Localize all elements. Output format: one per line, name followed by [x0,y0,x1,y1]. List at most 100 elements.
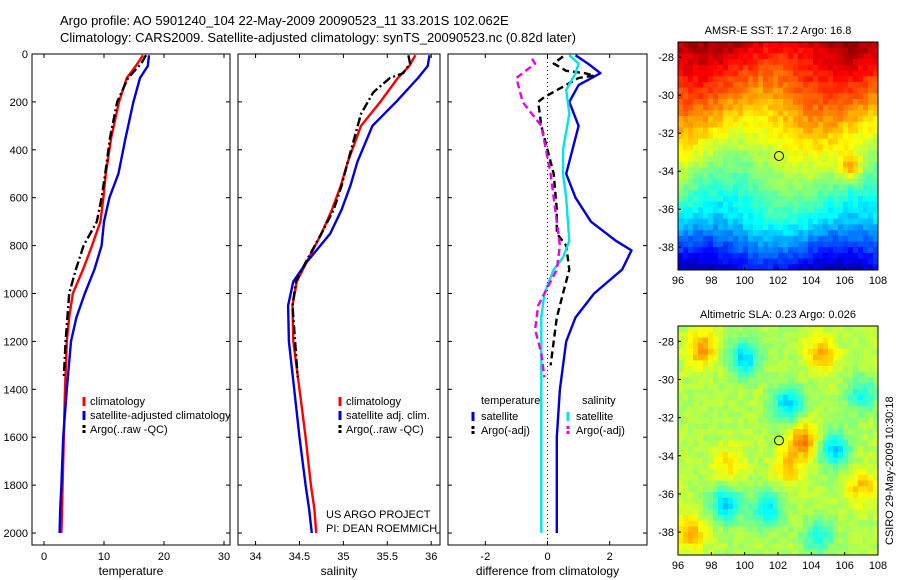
heatmap-cell [788,144,794,151]
heatmap-cell [728,326,734,333]
heatmap-cell [848,264,854,271]
heatmap-cell [683,76,689,83]
heatmap-cell [728,423,734,430]
heatmap-cell [858,156,864,163]
heatmap-cell [873,116,879,123]
heatmap-cell [843,144,849,151]
heatmap-cell [763,133,769,140]
heatmap-cell [693,178,699,185]
heatmap-cell [743,235,749,242]
heatmap-cell [683,423,689,430]
heatmap-cell [863,59,869,66]
heatmap-cell [803,417,809,424]
heatmap-cell [838,99,844,106]
heatmap-cell [873,474,879,481]
heatmap-cell [833,144,839,151]
x-tick-label: 98 [705,560,717,572]
heatmap-cell [828,201,834,208]
heatmap-cell [758,133,764,140]
heatmap-cell [688,264,694,271]
heatmap-cell [683,230,689,237]
heatmap-cell [768,331,774,338]
heatmap-cell [693,230,699,237]
heatmap-cell [758,532,764,539]
heatmap-cell [868,549,874,556]
heatmap-cell [818,156,824,163]
heatmap-cells [678,326,879,556]
heatmap-cell [778,161,784,168]
heatmap-cell [818,497,824,504]
heatmap-cell [863,520,869,527]
heatmap-cell [683,218,689,225]
heatmap-cell [743,201,749,208]
heatmap-cell [873,520,879,527]
heatmap-cell [703,480,709,487]
series-line-argo-raw-qc [291,54,412,378]
heatmap-cell [808,377,814,384]
heatmap-cell [803,451,809,459]
heatmap-cell [703,463,709,470]
heatmap-cell [763,138,769,145]
heatmap-cell [863,195,869,202]
heatmap-cell [823,492,829,499]
heatmap-cell [743,241,749,248]
heatmap-cell [868,47,874,54]
heatmap-cell [738,224,744,231]
heatmap-cell [828,258,834,265]
heatmap-cell [713,423,719,430]
heatmap-cell [753,93,759,100]
heatmap-cell [858,411,864,419]
heatmap-cell [678,411,684,419]
heatmap-cell [753,195,759,202]
map-title: AMSR-E SST: 17.2 Argo: 16.8 [705,25,852,37]
heatmap-cell [733,235,739,242]
heatmap-cell [678,440,684,447]
heatmap-cell [678,486,684,493]
heatmap-cell [678,434,684,441]
heatmap-cell [858,190,864,197]
heatmap-cell [868,258,874,265]
heatmap-cell [768,133,774,140]
heatmap-cell [813,503,819,510]
heatmap-cell [808,337,814,344]
heatmap-cell [848,434,854,441]
heatmap-cell [713,156,719,163]
heatmap-cell [858,99,864,106]
heatmap-cell [758,371,764,378]
heatmap-cell [828,406,834,413]
heatmap-cell [843,241,849,248]
heatmap-cell [678,121,684,128]
heatmap-cell [863,406,869,413]
heatmap-cell [688,110,694,117]
heatmap-cell [693,532,699,539]
heatmap-cell [688,47,694,54]
heatmap-cell [838,366,844,373]
heatmap-cell [823,406,829,413]
heatmap-cell [858,104,864,111]
heatmap-cell [703,184,709,191]
heatmap-cell [758,480,764,487]
heatmap-cell [713,64,719,71]
heatmap-cell [853,532,859,539]
heatmap-cell [778,104,784,111]
heatmap-cell [858,537,864,544]
heatmap-cell [718,394,724,401]
heatmap-cell [723,549,729,556]
heatmap-cell [858,247,864,254]
heatmap-cell [813,110,819,117]
heatmap-cell [738,121,744,128]
heatmap-cell [698,463,704,470]
heatmap-cell [848,213,854,220]
heatmap-cell [838,133,844,140]
heatmap-cell [843,549,849,556]
heatmap-cell [853,138,859,145]
heatmap-cell [793,252,799,259]
heatmap-cell [723,53,729,60]
heatmap-cell [778,144,784,151]
heatmap-cell [723,434,729,441]
heatmap-cell [688,81,694,88]
heatmap-cell [768,53,774,60]
heatmap-cell [728,331,734,338]
heatmap-cell [858,400,864,407]
heatmap-cell [873,331,879,338]
